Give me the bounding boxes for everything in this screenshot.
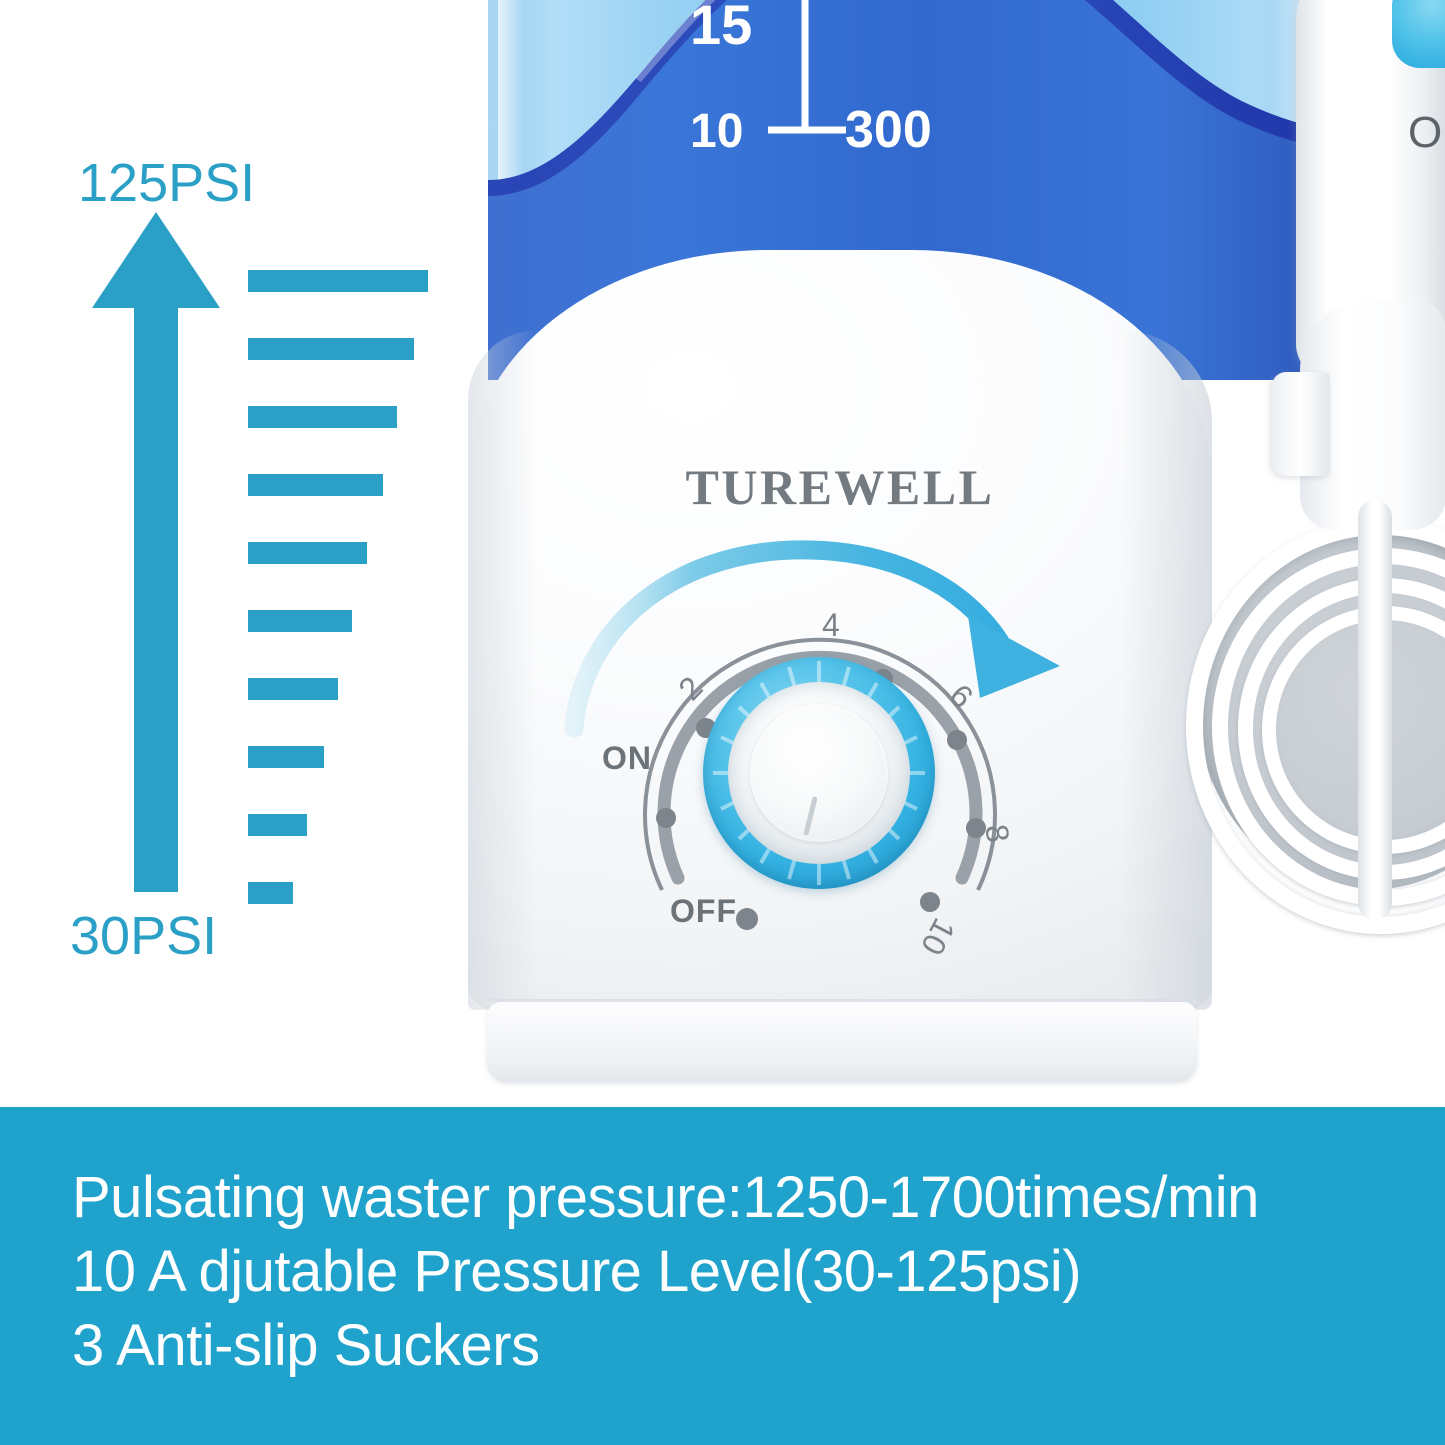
hose-tube <box>1358 500 1392 920</box>
pressure-bar <box>248 746 324 768</box>
pressure-bar <box>248 406 398 428</box>
pressure-bar <box>248 678 338 700</box>
caption-line-2: 10 A djutable Pressure Level(30-125psi) <box>72 1239 1082 1304</box>
up-arrow-icon <box>92 212 220 892</box>
dial-label-on: ON <box>602 740 652 776</box>
tank-marking-300: 300 <box>845 101 932 159</box>
pressure-level-bars <box>248 270 428 904</box>
base-plinth <box>487 1002 1197 1082</box>
pressure-bar <box>248 610 353 632</box>
caption-line-1: Pulsating waster pressure:1250-1700times… <box>72 1165 1259 1230</box>
pressure-bar <box>248 338 414 360</box>
tank-marking-15: 15 <box>690 0 753 56</box>
clockwise-arrow-icon <box>560 538 1080 738</box>
handle-label: O <box>1408 108 1444 157</box>
caption-text-block: Pulsating waster pressure:1250-1700times… <box>72 1161 1412 1383</box>
brand-logo: TUREWELL <box>685 459 995 515</box>
max-pressure-label: 125PSI <box>78 153 256 213</box>
dial-knob-face[interactable] <box>750 704 888 842</box>
base-shading-left <box>468 330 538 1010</box>
handle-holder-hook <box>1272 372 1330 476</box>
tank-scale-lines <box>768 0 846 134</box>
pressure-bar <box>248 814 308 836</box>
handle-power-button[interactable] <box>1392 0 1445 68</box>
product-photograph: 15 10 300 TUREWELL <box>70 0 1445 1082</box>
caption-line-3: 3 Anti-slip Suckers <box>72 1313 540 1378</box>
dial-tick-4: 4 <box>822 607 840 643</box>
dial-label-off: OFF <box>670 893 737 929</box>
pressure-bar <box>248 474 383 496</box>
pressure-bar <box>248 270 428 292</box>
feature-caption-banner: Pulsating waster pressure:1250-1700times… <box>0 1107 1445 1445</box>
min-pressure-label: 30PSI <box>70 906 218 966</box>
pressure-bar <box>248 542 367 564</box>
tank-marking-10: 10 <box>690 105 744 158</box>
dial-off-dot-icon <box>736 908 758 930</box>
pressure-dial[interactable]: ON OFF 2 4 6 8 10 <box>600 560 1040 970</box>
pressure-bar <box>248 882 293 904</box>
